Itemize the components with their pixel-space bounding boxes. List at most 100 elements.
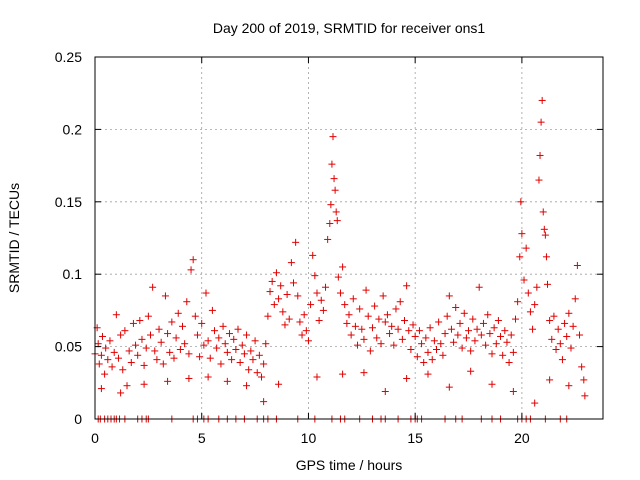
- data-point: [536, 151, 544, 159]
- data-point: [433, 345, 441, 353]
- data-point: [381, 318, 389, 326]
- data-point: [443, 312, 451, 320]
- data-point: [386, 330, 394, 338]
- data-point: [456, 319, 464, 327]
- data-point: [179, 322, 187, 330]
- data-point: [219, 322, 227, 330]
- data-point: [290, 279, 298, 287]
- x-tick-label: 15: [407, 430, 423, 446]
- data-point: [149, 283, 157, 291]
- data-point: [558, 356, 566, 364]
- data-point: [255, 351, 263, 359]
- data-point: [106, 337, 114, 345]
- data-point: [277, 282, 285, 290]
- y-axis: 0 0.05 0.1 0.15 0.2 0.25: [55, 49, 603, 427]
- data-point: [166, 348, 174, 356]
- data-point: [253, 369, 261, 377]
- data-point: [554, 325, 562, 333]
- data-point: [437, 340, 445, 348]
- data-point: [328, 160, 336, 168]
- data-point: [539, 208, 547, 216]
- data-point: [580, 376, 588, 384]
- data-point: [473, 325, 481, 333]
- data-point: [211, 327, 219, 335]
- data-point: [104, 356, 112, 364]
- data-point: [458, 344, 466, 352]
- data-point: [540, 225, 548, 233]
- data-point: [454, 331, 462, 339]
- chart-title: Day 200 of 2019, SRMTID for receiver ons…: [213, 20, 486, 36]
- x-tick-label: 20: [514, 430, 530, 446]
- data-point: [349, 295, 357, 303]
- data-point: [531, 301, 539, 309]
- data-point: [518, 230, 526, 238]
- data-point: [581, 392, 589, 400]
- data-point: [200, 341, 208, 349]
- data-point: [268, 277, 276, 285]
- data-point: [490, 324, 498, 332]
- data-point: [94, 340, 102, 348]
- data-point: [292, 238, 300, 246]
- data-point: [529, 325, 537, 333]
- data-point: [326, 220, 334, 228]
- data-point: [542, 253, 550, 261]
- data-point: [161, 292, 169, 300]
- data-point: [517, 198, 525, 206]
- data-point: [392, 305, 400, 313]
- data-point: [447, 325, 455, 333]
- data-point: [151, 347, 159, 355]
- data-point: [531, 399, 539, 407]
- data-point: [334, 273, 342, 281]
- data-point: [140, 380, 148, 388]
- data-point: [339, 370, 347, 378]
- data-point: [260, 398, 268, 406]
- data-point: [345, 311, 353, 319]
- data-point: [275, 380, 283, 388]
- data-point: [571, 295, 579, 303]
- data-point: [196, 353, 204, 361]
- data-point: [294, 292, 302, 300]
- data-point: [313, 373, 321, 381]
- data-point: [238, 341, 246, 349]
- data-point: [159, 360, 167, 368]
- data-point: [204, 373, 212, 381]
- y-tick-label: 0.1: [63, 266, 83, 282]
- data-point: [405, 327, 413, 335]
- data-point: [251, 337, 259, 345]
- data-point: [452, 304, 460, 312]
- data-point: [552, 345, 560, 353]
- data-point: [193, 331, 201, 339]
- data-point: [499, 351, 507, 359]
- data-point: [307, 301, 315, 309]
- data-point: [221, 340, 229, 348]
- data-point: [428, 356, 436, 364]
- data-point: [373, 334, 381, 342]
- data-point: [569, 322, 577, 330]
- y-tick-label: 0.05: [55, 339, 82, 355]
- data-point: [381, 387, 389, 395]
- data-point: [189, 256, 197, 264]
- data-point: [230, 335, 238, 343]
- data-point: [413, 353, 421, 361]
- data-point: [300, 311, 308, 319]
- data-point: [422, 334, 430, 342]
- data-point: [322, 283, 330, 291]
- data-point: [125, 347, 133, 355]
- data-point: [309, 251, 317, 259]
- data-point: [426, 324, 434, 332]
- grid: [95, 57, 603, 419]
- data-point: [533, 283, 541, 291]
- data-point: [121, 327, 129, 335]
- data-point: [563, 332, 571, 340]
- data-point: [315, 317, 323, 325]
- data-point: [206, 354, 214, 362]
- data-point: [249, 356, 257, 364]
- data-point: [319, 306, 327, 314]
- data-point: [110, 348, 118, 356]
- data-point: [465, 327, 473, 335]
- data-point: [266, 288, 274, 296]
- data-point: [358, 325, 366, 333]
- data-point: [191, 312, 199, 320]
- data-point: [117, 389, 125, 397]
